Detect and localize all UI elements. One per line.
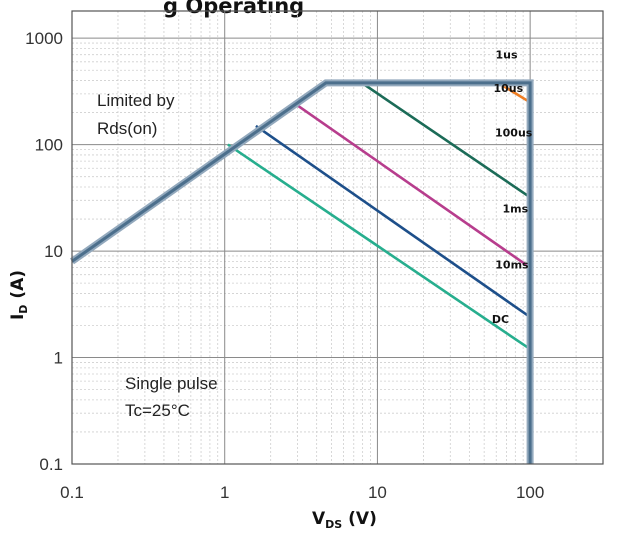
series-line-10ms [255,124,531,319]
y-axis-title: ID (A) [8,270,30,320]
x-axis-ticks: 0.1 1 10 100 [60,483,544,502]
y-axis-ticks: 0.1 1 10 100 1000 [25,29,63,474]
x-tick-label: 100 [516,483,544,502]
x-tick-label: 10 [368,483,387,502]
limit-boundary [69,79,534,464]
y-tick-label: 1000 [25,29,63,48]
plot-frame [71,10,604,465]
curve-labels: 1us 10us 100us 1ms 10ms DC [492,49,533,326]
y-tick-label: 10 [44,242,63,261]
curve-label-10ms: 10ms [495,258,529,271]
curve-label-100us: 100us [495,127,533,140]
annotation-pulse-line1: Single pulse [125,374,218,393]
series-line-1ms [292,101,531,269]
curve-label-1us: 1us [495,49,517,62]
y-tick-label: 100 [35,136,63,155]
annotation-pulse-line2: Tc=25°C [125,401,190,420]
series-line-100us [357,79,531,199]
series-line-DC [227,143,531,351]
curve-label-10us: 10us [494,82,524,95]
curve-label-1ms: 1ms [503,203,529,216]
y-tick-label: 1 [54,349,63,368]
y-tick-label: 0.1 [39,455,63,474]
annotation-limited-line1: Limited by [97,91,175,110]
x-tick-label: 1 [220,483,229,502]
limit-line [71,81,532,464]
annotation-limited-line2: Rds(on) [97,119,157,138]
curve-label-DC: DC [492,313,509,326]
x-tick-label: 0.1 [60,483,84,502]
x-axis-title: VDS (V) [312,509,377,531]
chart-title: g Operating [163,0,304,18]
